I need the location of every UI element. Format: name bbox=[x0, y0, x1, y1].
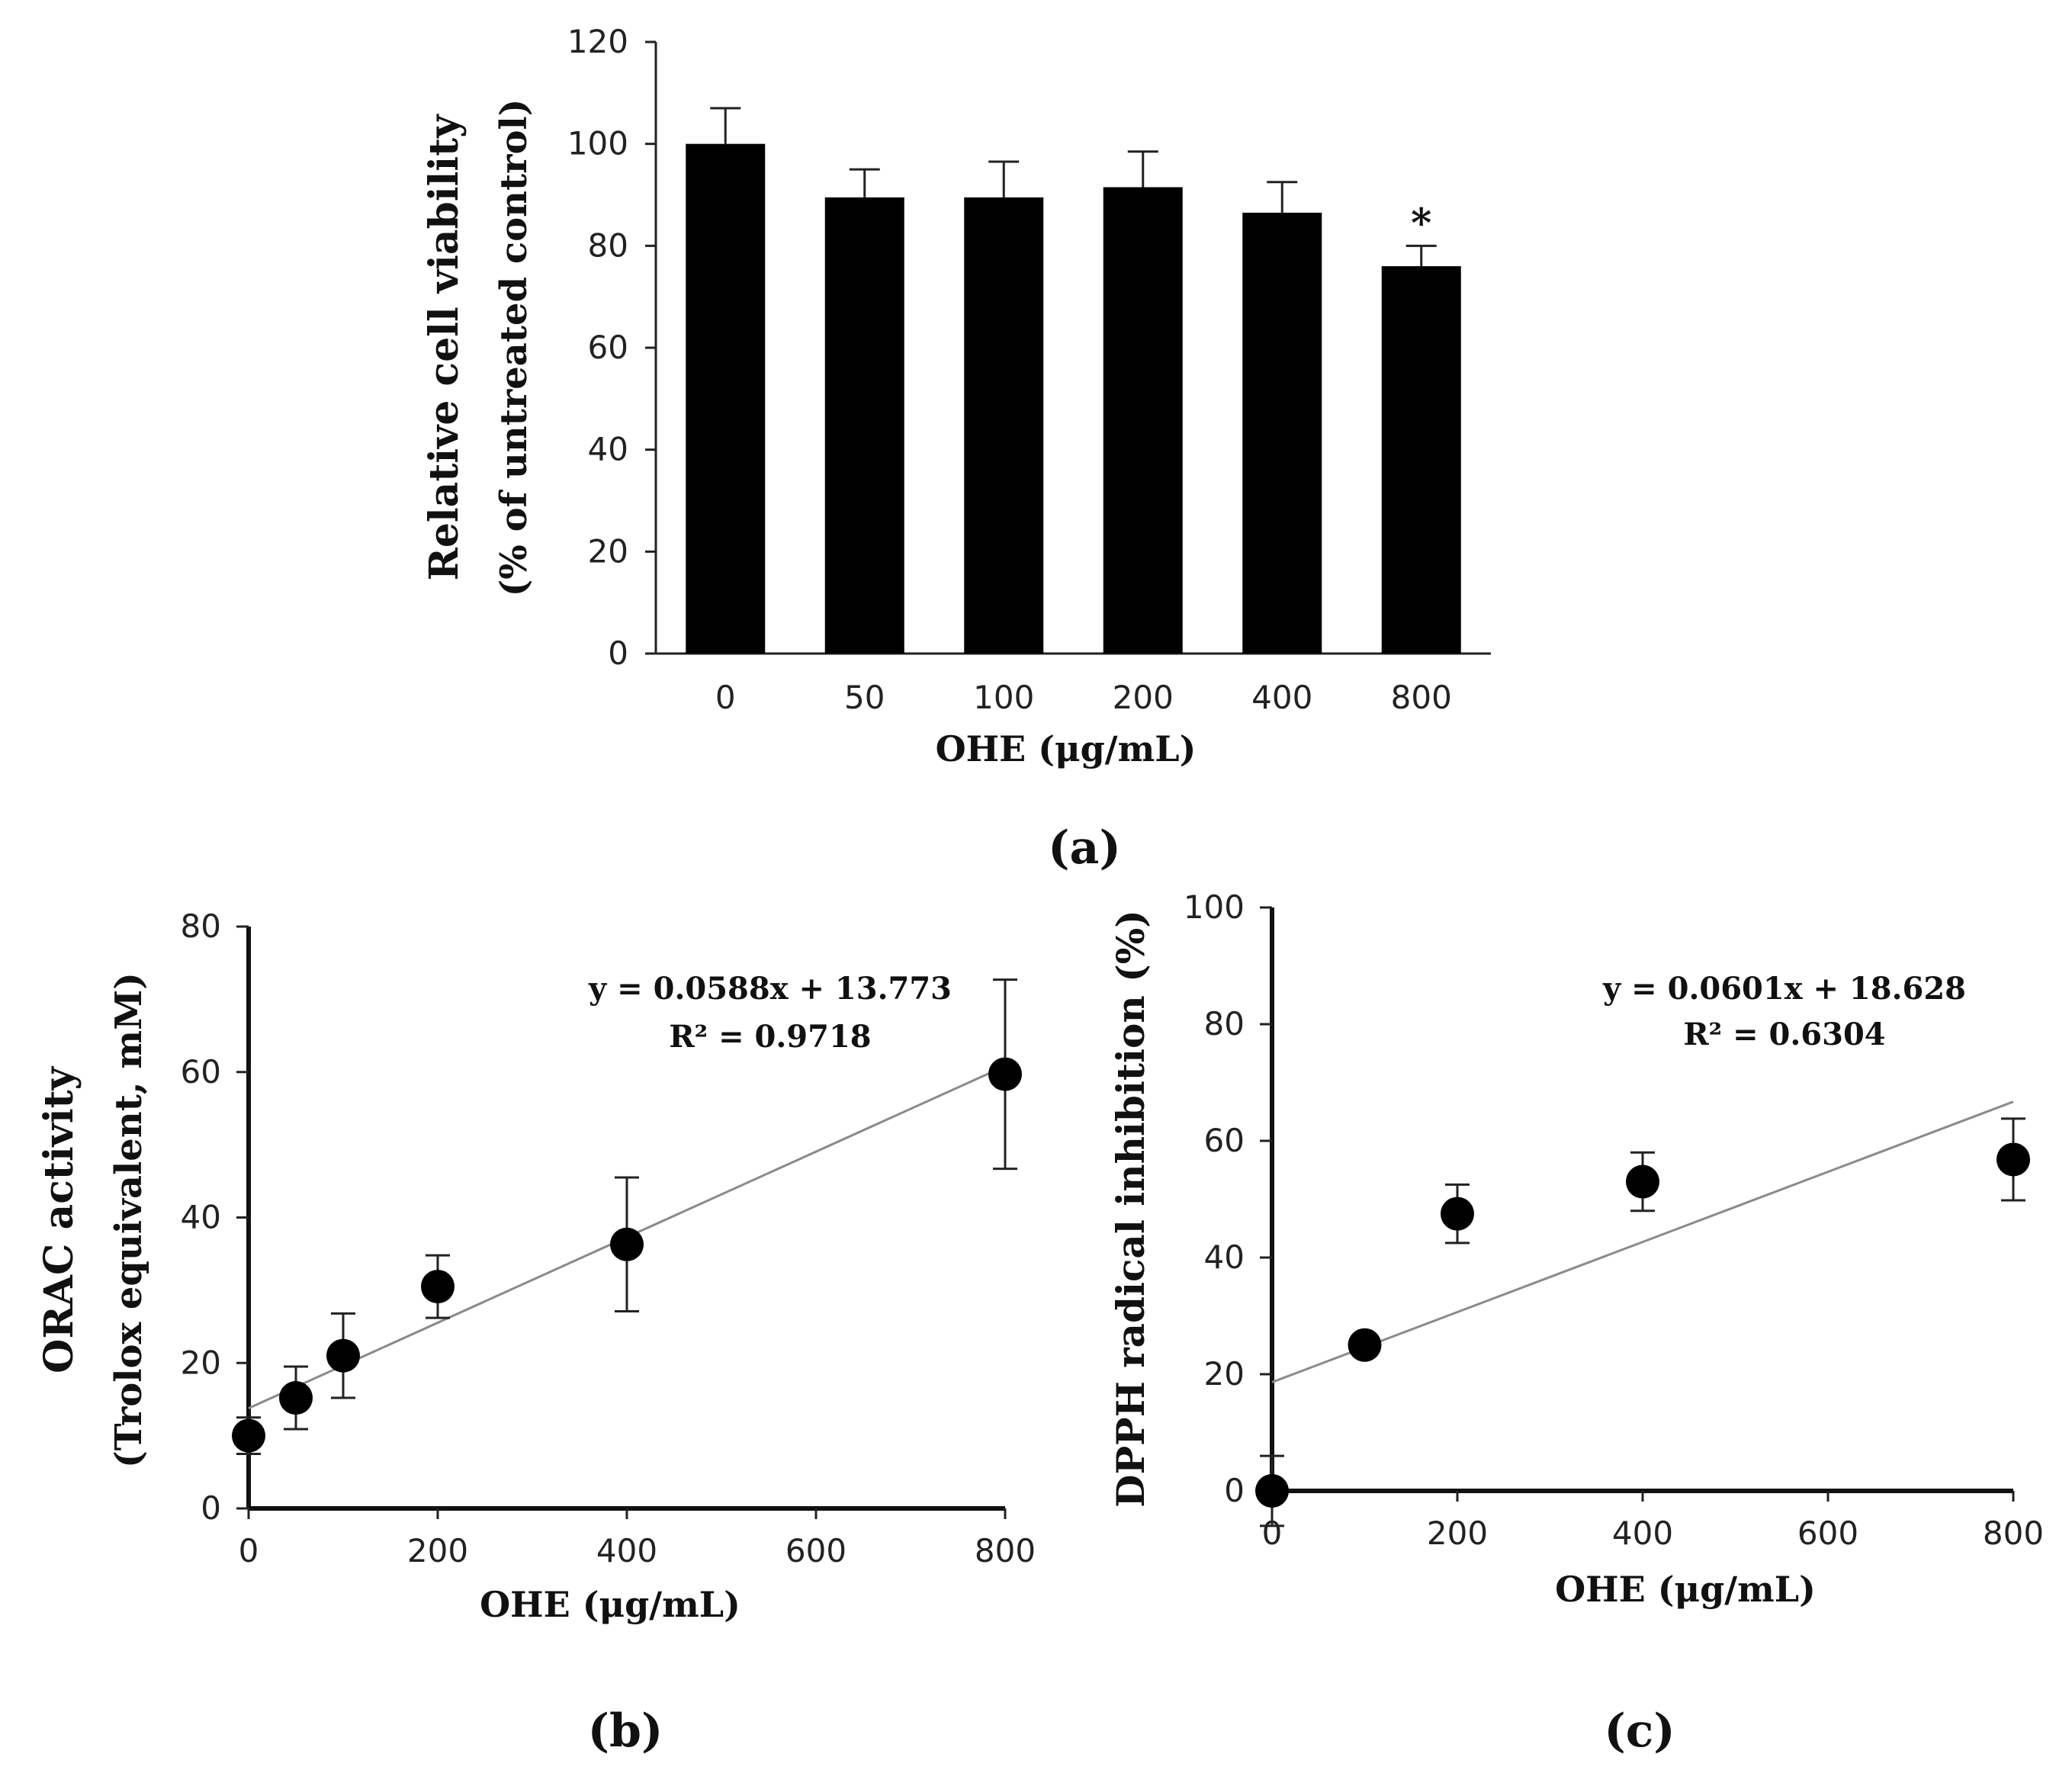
c-x-tick-label: 800 bbox=[1983, 1515, 2044, 1552]
b-panel-label: (b) bbox=[588, 1704, 663, 1758]
a-y-tick-label: 80 bbox=[588, 226, 628, 264]
b-data-point bbox=[610, 1227, 644, 1261]
b-data-point bbox=[232, 1418, 265, 1453]
c-data-point bbox=[1441, 1197, 1474, 1231]
b-data-point bbox=[421, 1270, 455, 1304]
a-bar bbox=[1242, 212, 1322, 654]
a-y-axis-title-line1: Relative cell viability bbox=[421, 114, 467, 581]
c-x-tick-label: 600 bbox=[1797, 1515, 1858, 1552]
a-x-tick-label: 0 bbox=[715, 679, 736, 716]
c-x-tick-label: 200 bbox=[1427, 1515, 1488, 1552]
a-panel-label: (a) bbox=[1048, 821, 1121, 875]
c-r-squared: R² = 0.6304 bbox=[1683, 1017, 1885, 1052]
b-equation: y = 0.0588x + 13.773 bbox=[588, 971, 952, 1007]
a-y-axis-title-line2: (% of untreated control) bbox=[493, 99, 535, 597]
c-y-tick-label: 80 bbox=[1204, 1005, 1245, 1042]
c-data-point bbox=[1255, 1474, 1289, 1508]
a-bar bbox=[1103, 187, 1183, 654]
c-trendline bbox=[1271, 1100, 2014, 1383]
b-y-axis-title-line2: (Trolox equivalent, mM) bbox=[108, 972, 150, 1468]
a-x-tick-label: 100 bbox=[973, 679, 1034, 716]
b-r-squared: R² = 0.9718 bbox=[669, 1019, 871, 1055]
a-bar bbox=[1381, 266, 1461, 654]
a-y-tick-label: 100 bbox=[567, 125, 628, 162]
a-significance-label: * bbox=[1411, 200, 1431, 246]
b-x-tick-label: 0 bbox=[239, 1532, 259, 1569]
c-data-point bbox=[1626, 1164, 1659, 1199]
a-x-tick-label: 400 bbox=[1251, 679, 1312, 716]
a-bar bbox=[824, 197, 904, 654]
a-x-tick-label: 200 bbox=[1113, 679, 1174, 716]
a-y-tick-label: 20 bbox=[588, 532, 628, 570]
b-data-point bbox=[326, 1338, 360, 1373]
b-y-axis-title-line1: ORAC activity bbox=[36, 1065, 82, 1373]
a-y-tick-label: 120 bbox=[567, 23, 628, 60]
b-y-tick-label: 20 bbox=[181, 1344, 221, 1381]
c-y-tick-label: 40 bbox=[1204, 1238, 1245, 1276]
a-bar bbox=[686, 143, 766, 654]
a-x-tick-label: 50 bbox=[844, 679, 885, 716]
c-x-axis-title: OHE (μg/mL) bbox=[1555, 1569, 1816, 1610]
c-panel-label: (c) bbox=[1604, 1704, 1675, 1758]
c-data-point bbox=[1997, 1142, 2030, 1177]
a-x-tick-label: 800 bbox=[1391, 679, 1452, 716]
a-x-axis-title: OHE (μg/mL) bbox=[936, 728, 1197, 769]
b-x-tick-label: 400 bbox=[596, 1532, 657, 1569]
c-y-tick-label: 20 bbox=[1204, 1355, 1245, 1393]
b-y-tick-label: 60 bbox=[181, 1053, 221, 1091]
b-x-axis-title: OHE (μg/mL) bbox=[480, 1584, 740, 1625]
b-y-tick-label: 40 bbox=[181, 1199, 221, 1236]
b-x-tick-label: 200 bbox=[407, 1532, 468, 1569]
c-y-axis-title: DPPH radical inhibition (%) bbox=[1108, 910, 1153, 1508]
b-x-tick-label: 600 bbox=[785, 1532, 846, 1569]
b-data-point bbox=[988, 1057, 1022, 1091]
a-y-tick-label: 60 bbox=[588, 329, 628, 366]
b-y-tick-label: 80 bbox=[181, 907, 221, 945]
a-bar bbox=[964, 197, 1044, 654]
b-y-tick-label: 0 bbox=[201, 1489, 221, 1527]
c-data-point bbox=[1348, 1328, 1382, 1362]
b-x-tick-label: 800 bbox=[975, 1532, 1036, 1569]
c-x-tick-label: 400 bbox=[1612, 1515, 1673, 1552]
a-y-tick-label: 0 bbox=[608, 634, 628, 672]
b-data-point bbox=[279, 1381, 313, 1415]
a-y-tick-label: 40 bbox=[588, 431, 628, 468]
c-y-tick-label: 60 bbox=[1204, 1122, 1245, 1159]
c-equation: y = 0.0601x + 18.628 bbox=[1602, 971, 1966, 1007]
c-y-tick-label: 0 bbox=[1224, 1472, 1245, 1509]
c-y-tick-label: 100 bbox=[1184, 888, 1245, 926]
